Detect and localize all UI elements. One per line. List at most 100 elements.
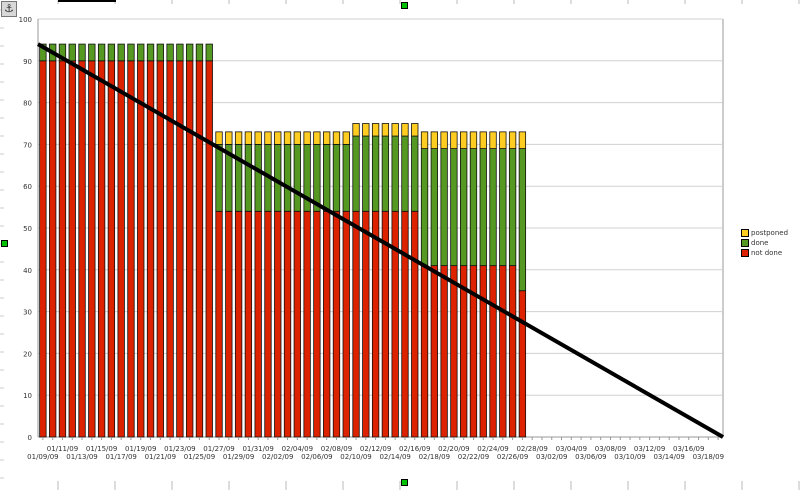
x-tick-label: 01/31/09 xyxy=(242,445,273,453)
bar-postponed xyxy=(342,131,350,145)
legend-swatch xyxy=(741,239,749,247)
x-tick-label: 02/02/09 xyxy=(262,453,293,461)
bar-not-done xyxy=(78,60,86,438)
bar-not-done xyxy=(234,210,243,438)
bar-done xyxy=(195,43,204,62)
bar-done xyxy=(107,43,116,62)
bar-not-done xyxy=(430,265,438,438)
bar-done xyxy=(293,143,301,212)
bar-postponed xyxy=(313,131,321,145)
x-tick-label: 01/21/09 xyxy=(145,453,176,461)
bar-done xyxy=(411,135,419,212)
x-tick-label: 02/08/09 xyxy=(321,445,352,453)
bar-not-done xyxy=(205,60,213,438)
bar-done xyxy=(391,135,399,212)
bar-postponed xyxy=(518,131,527,149)
bar-done xyxy=(127,43,135,62)
x-tick-label: 03/08/09 xyxy=(595,445,626,453)
bar-done xyxy=(342,143,350,212)
bar-done xyxy=(78,43,86,62)
bar-not-done xyxy=(518,290,527,438)
x-tick-label: 03/02/09 xyxy=(536,453,567,461)
x-tick-label: 01/27/09 xyxy=(203,445,234,453)
bar-not-done xyxy=(176,60,184,438)
y-tick-label: 70 xyxy=(23,141,32,149)
x-tick-label: 01/25/09 xyxy=(184,453,215,461)
bar-postponed xyxy=(381,123,390,137)
bar-not-done xyxy=(283,210,292,438)
y-tick-label: 100 xyxy=(19,16,32,24)
bar-done xyxy=(58,43,67,62)
bar-postponed xyxy=(508,131,517,149)
x-tick-label: 01/11/09 xyxy=(47,445,78,453)
y-tick-label: 80 xyxy=(23,100,32,108)
bar-done xyxy=(450,148,458,267)
x-tick-label: 02/04/09 xyxy=(282,445,313,453)
bar-not-done xyxy=(450,265,458,438)
selection-indicator xyxy=(58,0,116,2)
bar-not-done xyxy=(68,60,76,438)
y-tick-label: 0 xyxy=(28,434,32,442)
bar-postponed xyxy=(469,131,478,149)
x-tick-label: 03/16/09 xyxy=(673,445,704,453)
bar-not-done xyxy=(186,60,194,438)
bar-postponed xyxy=(332,131,341,145)
bar-postponed xyxy=(352,123,360,137)
x-tick-label: 01/09/09 xyxy=(27,453,58,461)
y-tick-label: 90 xyxy=(23,58,32,66)
bar-done xyxy=(460,148,468,267)
bar-postponed xyxy=(362,123,370,137)
x-tick-label: 02/16/09 xyxy=(399,445,430,453)
x-tick-label: 02/12/09 xyxy=(360,445,391,453)
bar-postponed xyxy=(323,131,331,145)
bar-done xyxy=(186,43,194,62)
bar-not-done xyxy=(225,210,233,438)
bar-not-done xyxy=(401,210,409,438)
bar-postponed xyxy=(244,131,253,145)
bar-not-done xyxy=(49,60,57,438)
x-tick-label: 03/06/09 xyxy=(575,453,606,461)
bar-not-done xyxy=(127,60,135,438)
x-tick-label: 02/18/09 xyxy=(419,453,450,461)
bar-done xyxy=(323,143,331,212)
x-tick-label: 03/12/09 xyxy=(634,445,665,453)
legend: postponed done not done xyxy=(741,228,788,258)
bar-postponed xyxy=(479,131,487,149)
bar-not-done xyxy=(508,265,517,438)
bar-postponed xyxy=(401,123,409,137)
bar-postponed xyxy=(283,131,292,145)
bar-not-done xyxy=(39,60,47,438)
bar-done xyxy=(371,135,380,212)
x-tick-label: 02/26/09 xyxy=(497,453,528,461)
legend-label: postponed xyxy=(751,229,789,237)
bar-done xyxy=(420,148,429,267)
bar-done xyxy=(499,148,507,267)
bar-not-done xyxy=(88,60,96,438)
bar-not-done xyxy=(391,210,399,438)
x-tick-label: 02/14/09 xyxy=(379,453,410,461)
bar-not-done xyxy=(274,210,282,438)
bar-done xyxy=(440,148,448,267)
y-tick-label: 20 xyxy=(23,350,32,358)
resize-handle-left[interactable] xyxy=(1,240,8,247)
bar-done xyxy=(362,135,370,212)
y-tick-label: 60 xyxy=(23,183,32,191)
bar-not-done xyxy=(332,210,341,438)
bar-not-done xyxy=(313,210,321,438)
bar-done xyxy=(88,43,96,62)
bar-done xyxy=(430,148,438,267)
bar-not-done xyxy=(371,210,380,438)
bar-done xyxy=(97,43,106,62)
bar-not-done xyxy=(479,265,487,438)
x-tick-label: 01/17/09 xyxy=(105,453,136,461)
bar-not-done xyxy=(411,210,419,438)
legend-label: not done xyxy=(751,249,783,257)
bar-done xyxy=(176,43,184,62)
y-tick-label: 10 xyxy=(23,392,32,400)
resize-handle-top[interactable] xyxy=(401,2,408,9)
anchor-icon[interactable]: ⚓ xyxy=(1,1,17,17)
bar-done xyxy=(518,148,527,292)
resize-handle-bottom[interactable] xyxy=(401,479,408,486)
bar-done xyxy=(381,135,390,212)
